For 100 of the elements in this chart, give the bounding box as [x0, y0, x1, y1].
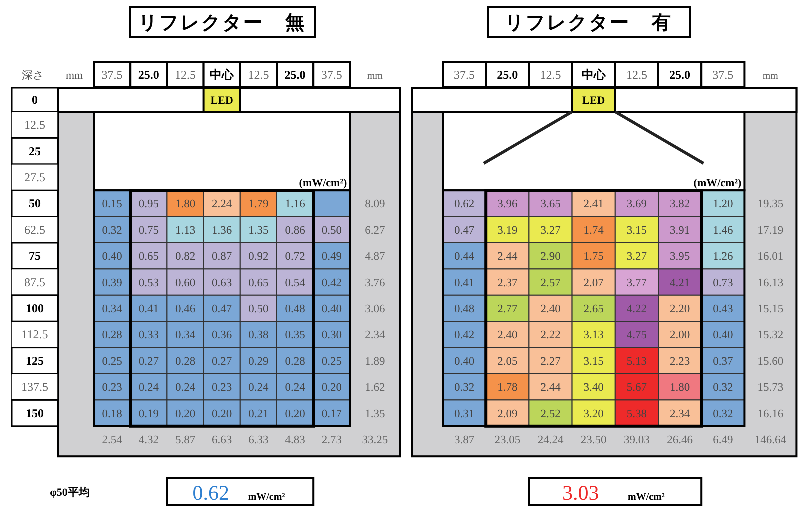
data-label: 1.74 [584, 224, 604, 237]
data-label: 0.95 [138, 198, 160, 211]
data-label: 1.89 [365, 356, 386, 368]
data-label: 3.77 [626, 277, 648, 290]
annotation: LED [582, 95, 606, 107]
data-label: 3.95 [670, 251, 690, 264]
data-label: 2.41 [584, 198, 604, 211]
data-label: 19.35 [758, 198, 784, 211]
text: mW/cm² [628, 492, 665, 503]
data-label: 0.31 [454, 408, 475, 420]
data-label: 0.24 [285, 382, 306, 394]
y-tick-label: 62.5 [24, 222, 46, 237]
data-label: 0.40 [322, 304, 342, 316]
data-label: 1.46 [713, 224, 734, 237]
data-label: 146.64 [754, 434, 787, 446]
data-label: 2.05 [498, 356, 518, 368]
x-tick-label: 37.5 [712, 68, 734, 82]
data-label: 0.28 [102, 330, 123, 342]
y-tick-label: 27.5 [24, 170, 46, 184]
data-label: 0.42 [454, 330, 475, 342]
data-label: 3.76 [365, 277, 386, 290]
data-label: 2.90 [540, 251, 562, 264]
data-label: 2.34 [365, 330, 386, 342]
data-label: 0.48 [285, 304, 306, 316]
x-tick-label: mm [762, 71, 779, 82]
data-label: 16.13 [758, 277, 784, 290]
data-label: 2.73 [322, 434, 342, 446]
data-label: 17.19 [758, 224, 784, 237]
data-label: 0.34 [102, 304, 123, 316]
data-label: 1.35 [365, 408, 386, 420]
data-label: 3.19 [498, 224, 518, 237]
data-label: 0.47 [454, 224, 475, 237]
data-label: 0.41 [454, 277, 475, 290]
data-label: 15.32 [758, 330, 784, 342]
x-tick-label: 中心 [582, 68, 607, 82]
x-tick-label: 37.5 [454, 68, 476, 82]
data-label: 0.19 [138, 408, 160, 420]
data-label: 0.24 [138, 382, 160, 394]
data-label: 4.32 [138, 434, 160, 446]
data-label: 2.00 [670, 330, 690, 342]
data-label: 2.44 [540, 382, 562, 394]
y-tick-label: 137.5 [22, 380, 48, 394]
data-label: 1.20 [713, 198, 734, 211]
data-label: 0.53 [138, 277, 160, 290]
data-label: 2.54 [102, 434, 123, 446]
data-label: 1.16 [285, 198, 306, 211]
data-label: 0.87 [212, 251, 232, 264]
data-label: 0.30 [322, 330, 342, 342]
data-label: 1.13 [175, 224, 196, 237]
data-label: 0.47 [212, 304, 232, 316]
x-tick-label: 12.5 [626, 68, 648, 82]
y-tick-label: 125 [26, 354, 44, 368]
data-label: 26.46 [667, 434, 694, 446]
data-label: 0.65 [248, 277, 270, 290]
data-label: 0.72 [285, 251, 306, 264]
data-label: 0.86 [285, 224, 306, 237]
data-label: 23.05 [494, 434, 521, 446]
data-label: 0.39 [102, 277, 123, 290]
data-label: 0.35 [285, 330, 306, 342]
data-label: 0.29 [248, 356, 270, 368]
data-label: 0.65 [138, 251, 160, 264]
data-label: 0.60 [175, 277, 196, 290]
data-label: 0.32 [454, 382, 475, 394]
data-label: 15.60 [758, 356, 784, 368]
data-label: 5.13 [626, 356, 648, 368]
data-label: 0.27 [138, 356, 160, 368]
data-label: 2.24 [212, 198, 232, 211]
data-label: 0.40 [454, 356, 475, 368]
annotation: (mW/cm²) [694, 178, 742, 190]
data-label: 1.80 [670, 382, 690, 394]
y-tick-label: 100 [26, 302, 44, 316]
data-label: 0.25 [102, 356, 123, 368]
data-label: 0.18 [102, 408, 123, 420]
data-label: 0.44 [454, 251, 475, 264]
data-label: 0.73 [713, 277, 734, 290]
text: φ50平均 [50, 486, 90, 499]
data-label: 16.01 [758, 251, 784, 264]
data-label: 2.40 [540, 304, 562, 316]
data-label: 15.73 [758, 382, 784, 394]
data-label: 16.16 [758, 408, 784, 420]
data-label: 3.27 [626, 251, 648, 264]
x-tick-label: 12.5 [540, 68, 562, 82]
data-label: 0.62 [454, 198, 475, 211]
data-label: 6.49 [713, 434, 734, 446]
data-label: 0.32 [713, 382, 734, 394]
data-label: 0.40 [102, 251, 123, 264]
data-label: 4.87 [365, 251, 386, 264]
data-label: 2.44 [498, 251, 518, 264]
data-label: 0.20 [175, 408, 196, 420]
data-label: 1.62 [365, 382, 386, 394]
x-tick-label: 12.5 [248, 68, 270, 82]
data-label: 2.23 [670, 356, 690, 368]
chart-title: リフレクター 有 [505, 13, 673, 34]
x-tick-label: 25.0 [138, 68, 160, 82]
data-label: 0.42 [322, 277, 342, 290]
data-label: 1.80 [175, 198, 196, 211]
data-label: 0.25 [322, 356, 342, 368]
x-tick-label: 37.5 [102, 68, 123, 82]
data-label: 2.07 [584, 277, 604, 290]
text: 0.62 [192, 481, 230, 505]
